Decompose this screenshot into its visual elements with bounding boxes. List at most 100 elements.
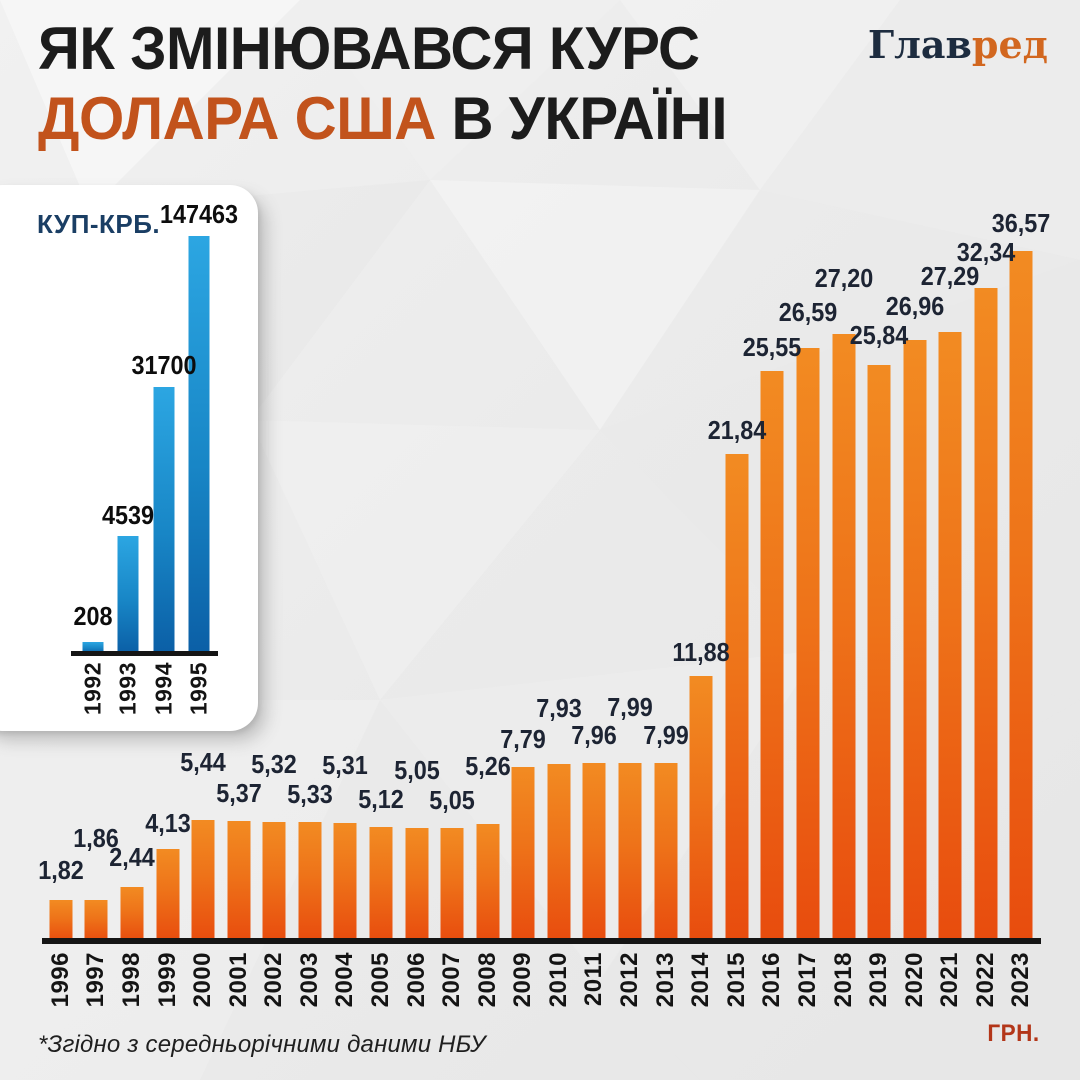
year-label-2020: 2020 <box>900 952 928 1008</box>
bar-column-2019: 25,84 2019 <box>850 241 909 1007</box>
bar-column-2003: 5,33 2003 <box>287 241 333 1007</box>
bar-2002 <box>262 822 286 941</box>
value-label-2002: 5,32 <box>251 749 298 779</box>
year-label-2002: 2002 <box>260 952 288 1008</box>
value-label-1993: 4539 <box>102 500 155 530</box>
bar-column-2014: 11,88 2014 <box>673 241 730 1007</box>
value-label-2010: 7,93 <box>536 693 582 723</box>
value-label-2000: 5,44 <box>180 747 226 777</box>
year-label-2006: 2006 <box>402 952 430 1008</box>
bar-column-1999: 4,13 1999 <box>145 241 191 1007</box>
year-label-2018: 2018 <box>829 952 857 1008</box>
value-label-2021: 27,29 <box>920 261 980 291</box>
inset-x-axis-line <box>71 651 218 656</box>
year-label-2015: 2015 <box>722 952 750 1008</box>
year-label-2005: 2005 <box>366 952 394 1008</box>
value-label-2012: 7,99 <box>607 692 653 722</box>
year-label-2008: 2008 <box>473 952 501 1008</box>
bar-column-1996: 1,82 1996 <box>38 241 84 1007</box>
page-title-accent: ДОЛАРА США <box>38 85 436 152</box>
value-label-2019: 25,84 <box>849 320 909 350</box>
logo-part-red: ред <box>971 22 1048 67</box>
year-label-2016: 2016 <box>758 952 786 1008</box>
bar-2004 <box>333 823 357 941</box>
year-label-2007: 2007 <box>438 952 466 1008</box>
bar-2017 <box>796 348 820 941</box>
bar-column-2020: 26,96 2020 <box>885 241 944 1007</box>
bar-column-2007: 5,05 2007 <box>429 241 475 1007</box>
bar-column-2012: 7,99 2012 <box>607 241 653 1007</box>
bar-column-2017: 26,59 2017 <box>779 241 838 1007</box>
bar-column-2011: 7,96 2011 <box>572 241 618 1006</box>
bar-column-2015: 21,84 2015 <box>707 241 766 1007</box>
page-title-line2: ДОЛАРА США В УКРАЇНІ <box>38 84 727 154</box>
year-label-2023: 2023 <box>1007 952 1035 1008</box>
bar-2009 <box>511 767 535 941</box>
year-label-2011: 2011 <box>580 952 608 1007</box>
bar-1996 <box>49 900 73 941</box>
bar-column-2021: 27,29 2021 <box>921 241 980 1007</box>
bar-2008 <box>476 824 500 941</box>
bar-column-2000: 5,44 2000 <box>180 241 226 1007</box>
year-label-1994: 1994 <box>150 662 177 716</box>
year-label-2004: 2004 <box>331 952 359 1008</box>
bar-column-2001: 5,37 2001 <box>216 241 262 1007</box>
value-label-1995: 147463 <box>160 199 239 229</box>
value-label-2003: 5,33 <box>287 779 333 809</box>
glavred-logo: Главред <box>868 22 1048 67</box>
year-label-2012: 2012 <box>616 952 644 1008</box>
bar-column-2018: 27,20 2018 <box>814 241 873 1007</box>
value-label-2005: 5,12 <box>358 784 404 814</box>
bar-2020 <box>903 340 927 941</box>
bar-2012 <box>618 763 642 941</box>
inset-chart-title: КУП-КРБ. <box>37 209 161 239</box>
value-label-1994: 31700 <box>131 350 197 380</box>
bar-column-2008: 5,26 2008 <box>465 241 511 1007</box>
year-label-1998: 1998 <box>117 952 145 1008</box>
year-label-1995: 1995 <box>185 662 212 716</box>
value-label-2023: 36,57 <box>992 208 1051 238</box>
value-label-2020: 26,96 <box>885 291 944 321</box>
bar-1992 <box>82 642 104 653</box>
year-label-2019: 2019 <box>865 952 893 1008</box>
bar-2016 <box>760 371 784 941</box>
year-label-2003: 2003 <box>295 952 323 1008</box>
bar-1993 <box>117 536 139 653</box>
bar-2014 <box>689 676 713 941</box>
value-label-2022: 32,34 <box>956 237 1016 267</box>
bar-2003 <box>298 822 322 941</box>
bar-column-2023: 36,57 2023 <box>992 208 1051 1007</box>
bar-column-1992: 208 1992 <box>73 233 113 715</box>
bar-column-2013: 7,99 2013 <box>643 241 689 1007</box>
main-x-axis-line <box>42 938 1041 944</box>
bar-column-2004: 5,31 2004 <box>323 241 369 1007</box>
bar-column-2006: 5,05 2006 <box>394 241 440 1007</box>
bar-2000 <box>191 820 215 941</box>
year-label-2022: 2022 <box>971 952 999 1008</box>
bar-column-2022: 32,34 2022 <box>957 237 1016 1007</box>
bar-column-2009: 7,79 2009 <box>501 241 547 1007</box>
year-label-2009: 2009 <box>509 952 537 1008</box>
bar-1994 <box>153 387 175 653</box>
page-title-line1: ЯК ЗМІНЮВАВСЯ КУРС <box>38 15 700 82</box>
bar-2005 <box>369 827 393 941</box>
value-label-2011: 7,96 <box>571 720 618 750</box>
source-footnote: *Згідно з середньорічними даними НБУ <box>38 1031 486 1058</box>
value-label-1997: 1,86 <box>73 823 120 853</box>
bar-1995 <box>188 236 210 653</box>
bar-column-1997: 1,86 1997 <box>74 241 120 1007</box>
bar-column-2002: 5,32 2002 <box>251 241 297 1007</box>
value-label-1998: 2,44 <box>109 842 155 872</box>
bar-2023 <box>1009 251 1033 941</box>
value-label-1992: 208 <box>73 601 113 631</box>
value-label-2013: 7,99 <box>642 720 689 750</box>
bar-2018 <box>832 334 855 941</box>
value-label-2001: 5,37 <box>215 778 262 808</box>
year-label-1997: 1997 <box>82 952 110 1008</box>
value-label-2007: 5,05 <box>429 785 475 815</box>
bar-2006 <box>405 828 429 941</box>
bar-column-2016: 25,55 2016 <box>743 241 802 1007</box>
kup-krb-inset-card: КУП-КРБ. 208 1992 4539 1993 31700 1994 147463 1… <box>0 185 258 731</box>
logo-part-glav: Глав <box>867 22 972 67</box>
